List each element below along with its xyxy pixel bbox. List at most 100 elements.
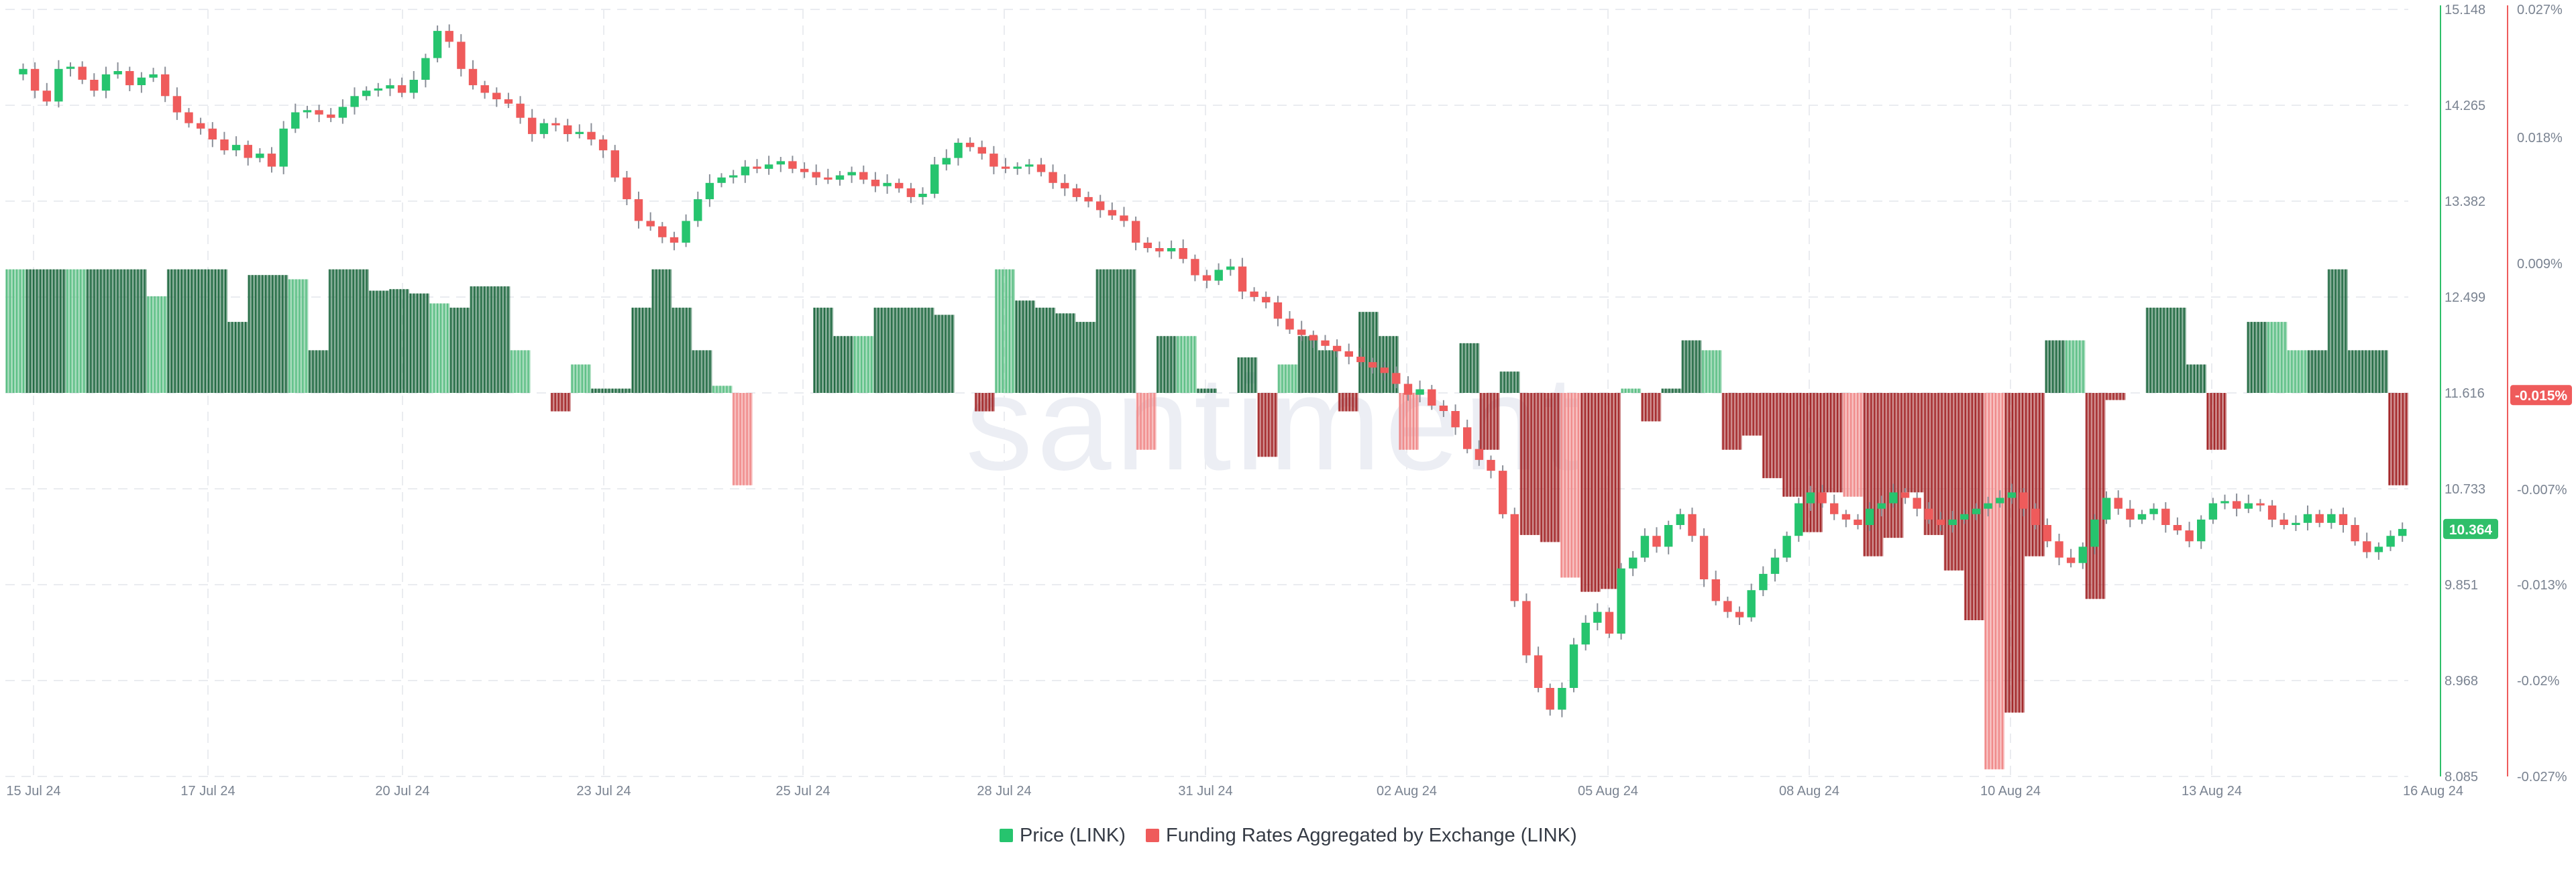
candle-body	[1120, 215, 1128, 221]
funding-bar-fill	[429, 303, 450, 393]
funding-bar	[1641, 393, 1662, 422]
candle-body	[883, 182, 892, 186]
funding-bar	[833, 336, 854, 393]
price-candle	[1013, 162, 1022, 175]
candle-body	[705, 182, 714, 200]
funding-bar	[1035, 307, 1056, 393]
candle-body	[1711, 579, 1720, 601]
x-tick-label: 28 Jul 24	[977, 784, 1031, 799]
price-candle	[149, 68, 158, 82]
candle-body	[421, 58, 430, 80]
price-candle	[918, 187, 927, 205]
funding-bar-fill	[1580, 393, 1601, 592]
funding-bar-fill	[126, 269, 147, 393]
funding-bar-fill	[1136, 393, 1157, 450]
price-candle	[1782, 531, 1791, 563]
candle-body	[965, 142, 975, 148]
funding-bar-fill	[873, 307, 894, 393]
funding-bar	[2025, 393, 2045, 557]
funding-bar	[1762, 393, 1782, 479]
candle-body	[1972, 508, 1981, 514]
funding-bar	[2085, 393, 2106, 599]
legend-item[interactable]: Price (LINK)	[1000, 825, 1126, 846]
price-candle	[1226, 259, 1235, 276]
funding-bar	[1116, 269, 1136, 393]
price-tick-label: 13.382	[2445, 194, 2485, 209]
funding-bar	[449, 307, 470, 393]
funding-bar	[1580, 393, 1601, 592]
funding-bar	[1843, 393, 1864, 497]
price-candle	[267, 147, 276, 173]
funding-bar-fill	[25, 269, 46, 393]
candle-body	[539, 123, 549, 134]
legend[interactable]: Price (LINK) Funding Rates Aggregated by …	[1000, 825, 1577, 846]
funding-bar	[672, 307, 692, 393]
price-candle	[847, 166, 856, 183]
funding-bar-fill	[1116, 269, 1136, 393]
price-candle	[279, 121, 288, 174]
price-candle	[1522, 593, 1531, 663]
price-candle	[1593, 603, 1602, 631]
funding-bar-fill	[348, 269, 369, 393]
candle-body	[741, 166, 750, 176]
price-candle	[42, 82, 51, 106]
price-candle	[231, 136, 241, 157]
funding-bar-fill	[1459, 343, 1480, 393]
price-candle	[1652, 527, 1661, 553]
x-tick-label: 31 Jul 24	[1178, 784, 1232, 799]
funding-bar	[974, 393, 995, 412]
funding-current-badge	[2510, 385, 2572, 406]
funding-bar	[1519, 393, 1540, 535]
funding-bar-fill	[1762, 393, 1782, 479]
price-candle	[634, 191, 643, 229]
candle-body	[1309, 335, 1318, 341]
price-candle	[220, 131, 229, 155]
candle-body	[1487, 459, 1495, 471]
candle-body	[2007, 492, 2017, 498]
funding-bar-fill	[732, 393, 753, 485]
price-candle	[30, 62, 40, 99]
candle-body	[2315, 514, 2324, 523]
price-candle	[172, 87, 182, 120]
funding-bar-fill	[2247, 322, 2267, 393]
funding-bar-fill	[66, 269, 87, 393]
candle-body	[54, 68, 63, 102]
candle-body	[492, 93, 501, 100]
price-tick-label: 11.616	[2445, 386, 2485, 401]
candle-body	[1723, 601, 1732, 612]
legend-item[interactable]: Funding Rates Aggregated by Exchange (LI…	[1146, 825, 1577, 846]
price-candle	[2173, 517, 2182, 535]
funding-bar	[490, 286, 511, 393]
candle-body	[468, 68, 478, 86]
candle-body	[197, 123, 205, 129]
candle-body	[895, 182, 904, 188]
funding-bar	[651, 269, 672, 393]
candle-body	[824, 177, 833, 180]
candle-body	[1415, 389, 1424, 395]
funding-bar-fill	[449, 307, 470, 393]
price-tick-label: 12.499	[2445, 290, 2485, 305]
funding-bar	[1803, 393, 1823, 532]
price-candle	[421, 54, 430, 88]
price-candle	[1132, 217, 1140, 251]
price-candle	[1273, 296, 1283, 327]
price-candles	[19, 24, 2407, 717]
candle-body	[1841, 514, 1851, 520]
candle-body	[2374, 546, 2383, 552]
x-tick-label: 20 Jul 24	[375, 784, 429, 799]
price-candle	[1510, 508, 1519, 607]
funding-bar	[2206, 393, 2227, 450]
candle-body	[42, 91, 51, 102]
price-candle	[1925, 502, 1933, 524]
candle-body	[19, 68, 28, 74]
candle-body	[2149, 508, 2158, 514]
candle-body	[1132, 221, 1140, 243]
price-candle	[1036, 158, 1046, 177]
funding-bar	[2145, 307, 2166, 393]
candle-body	[598, 139, 608, 151]
price-candle	[895, 178, 904, 193]
funding-bar-fill	[1277, 364, 1298, 393]
candle-body	[2066, 557, 2076, 563]
price-candle	[480, 80, 489, 99]
funding-bar	[590, 388, 611, 393]
